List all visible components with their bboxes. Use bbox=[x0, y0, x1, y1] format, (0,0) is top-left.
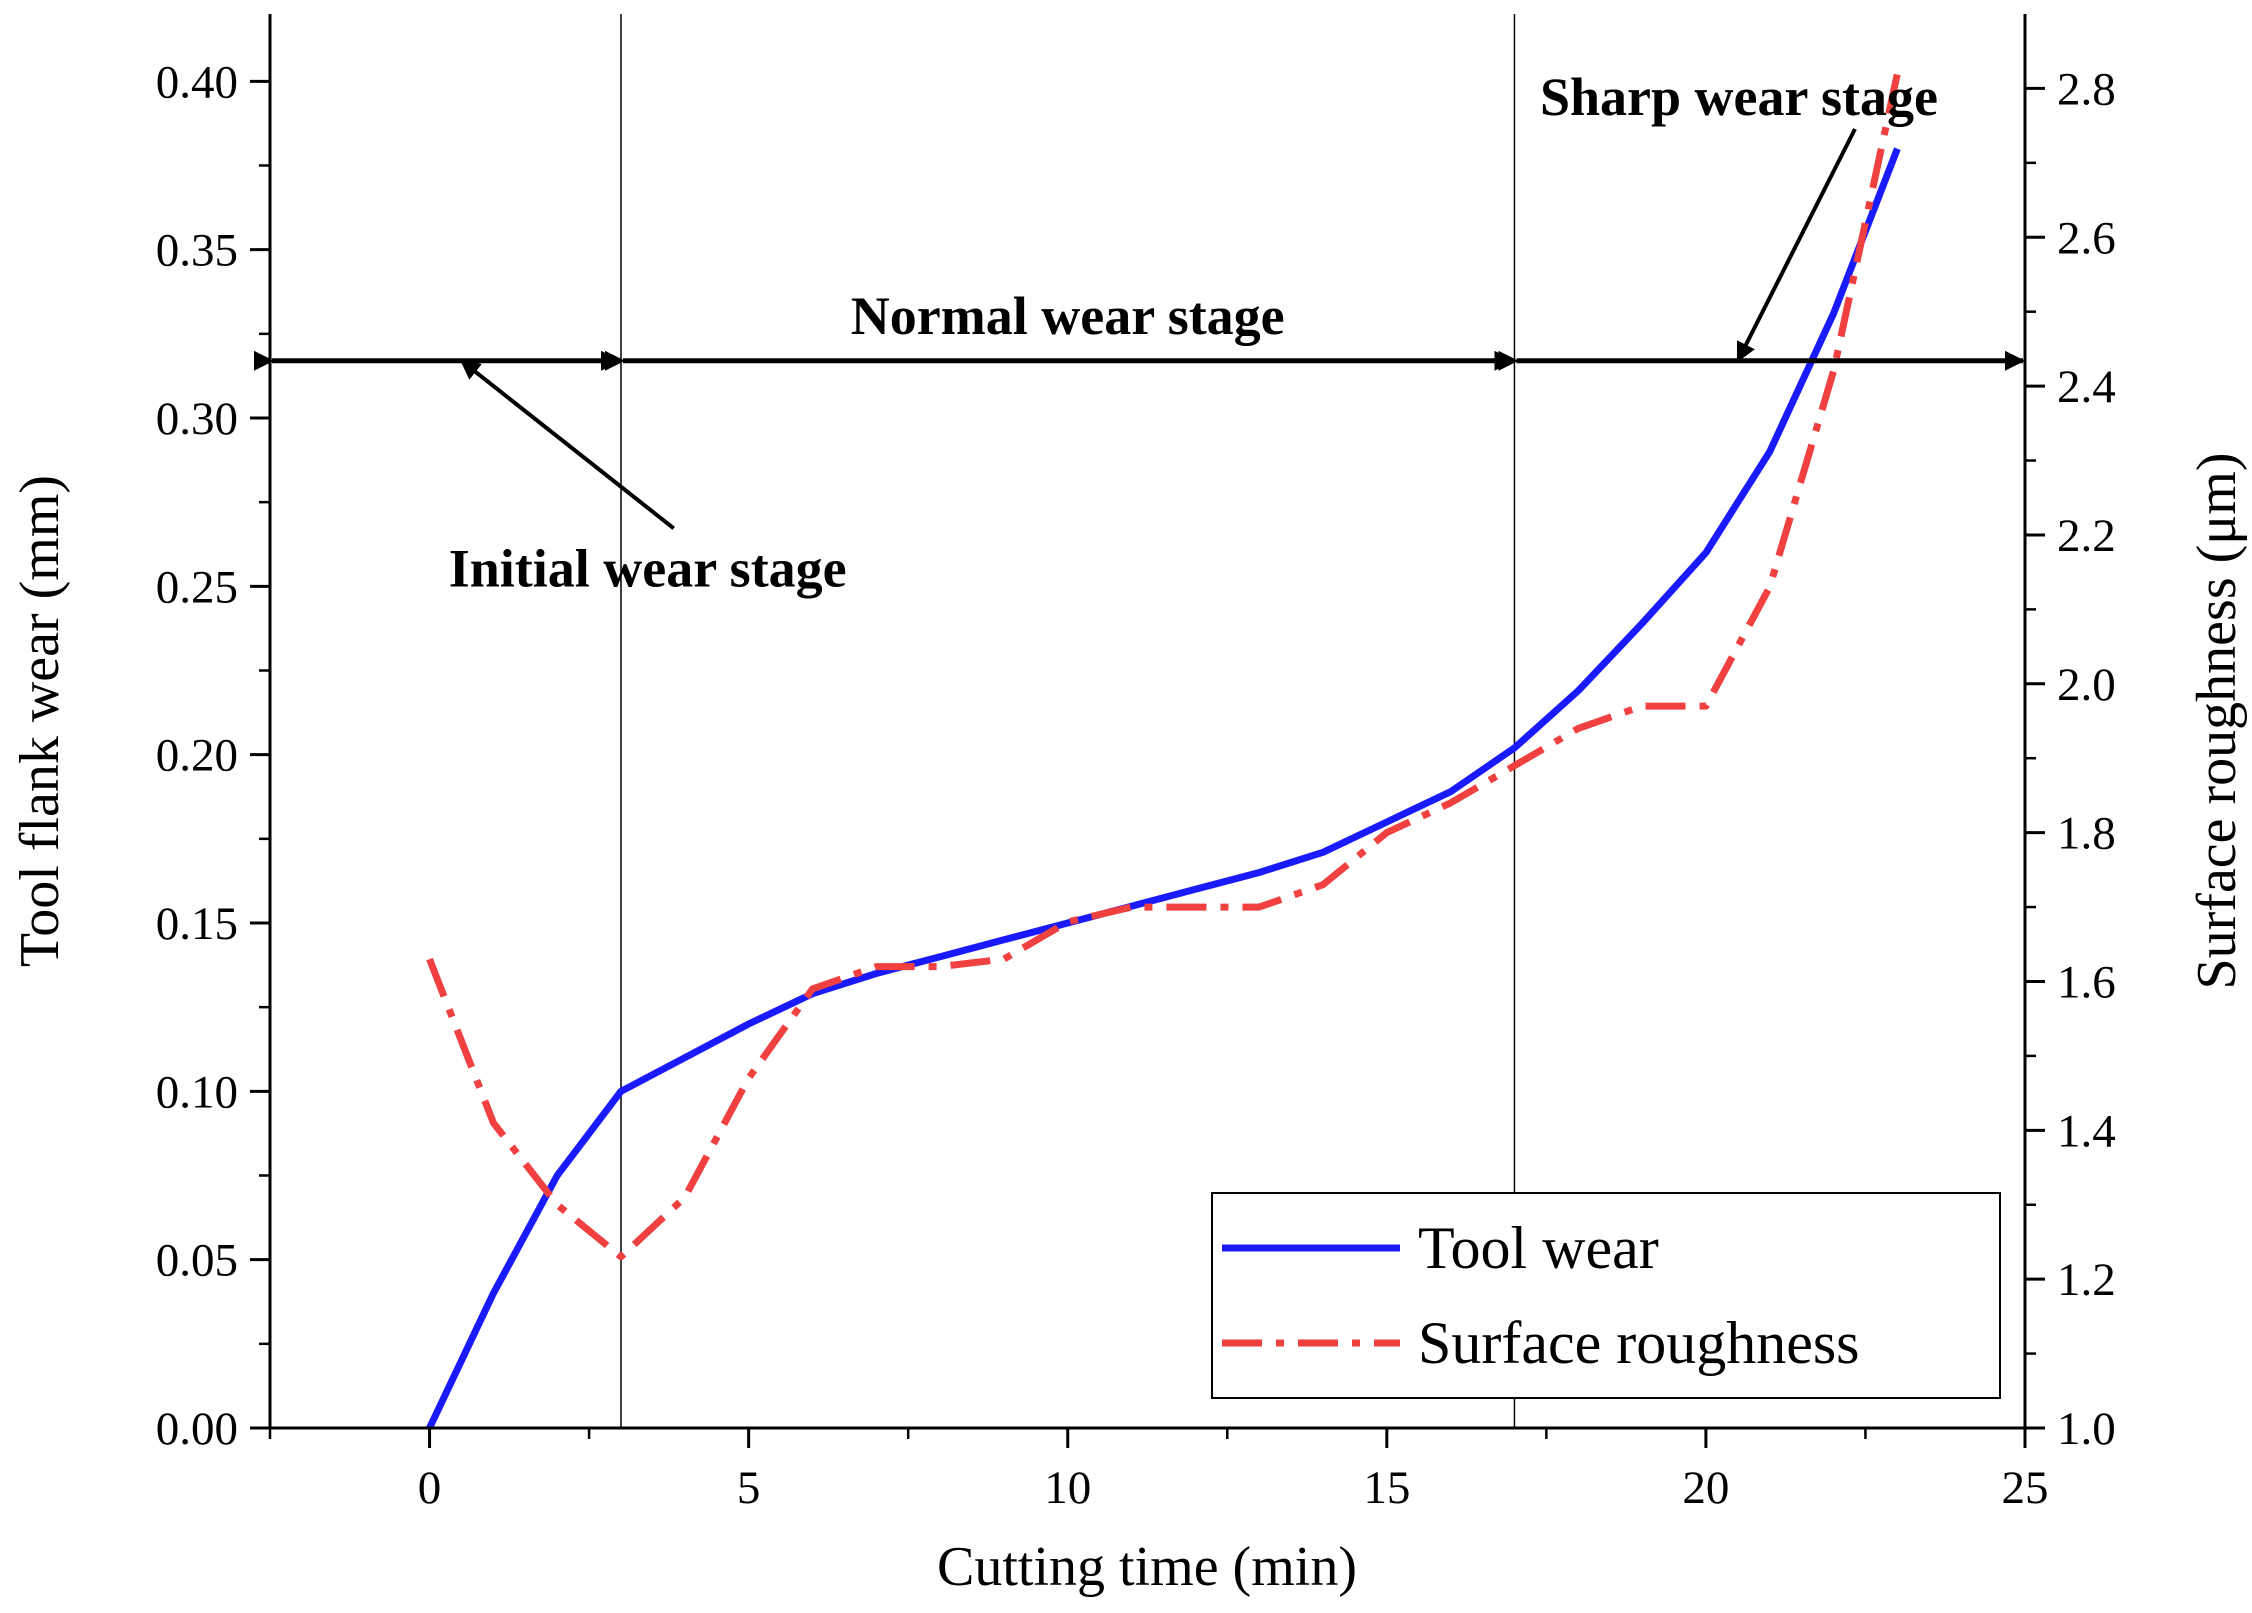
y-tick-label: 0.10 bbox=[156, 1066, 238, 1118]
stage-label-sharp: Sharp wear stage bbox=[1540, 67, 1938, 127]
stage-label-initial: Initial wear stage bbox=[449, 538, 847, 598]
x-tick-label: 20 bbox=[1682, 1462, 1729, 1514]
y-tick-label: 0.25 bbox=[156, 561, 238, 613]
y2-tick-label: 2.4 bbox=[2057, 361, 2116, 413]
y-tick-label: 0.05 bbox=[156, 1235, 238, 1287]
x-tick-label: 25 bbox=[2002, 1462, 2049, 1514]
x-tick-label: 5 bbox=[737, 1462, 761, 1514]
y2-tick-label: 1.2 bbox=[2057, 1254, 2116, 1306]
x-tick-label: 15 bbox=[1363, 1462, 1410, 1514]
y-tick-label: 0.35 bbox=[156, 225, 238, 277]
legend: Tool wear Surface roughness bbox=[1211, 1192, 2001, 1399]
y2-tick-label: 2.2 bbox=[2057, 510, 2116, 562]
y2-tick-label: 2.8 bbox=[2057, 63, 2116, 115]
y-tick-label: 0.30 bbox=[156, 393, 238, 445]
tool-wear-line bbox=[426, 147, 1901, 1430]
x-tick-label: 0 bbox=[418, 1462, 442, 1514]
annotations: Initial wear stage Normal wear stage Sharp… bbox=[449, 67, 1938, 598]
x-tick-label: 10 bbox=[1044, 1462, 1091, 1514]
y2-tick-label: 1.4 bbox=[2057, 1105, 2116, 1157]
y2-tick-label: 1.8 bbox=[2057, 808, 2116, 860]
legend-label-tool-wear: Tool wear bbox=[1418, 1215, 1659, 1281]
y2-tick-label: 1.6 bbox=[2057, 956, 2116, 1008]
series-group bbox=[426, 72, 1901, 1430]
y-tick-label: 0.00 bbox=[156, 1403, 238, 1455]
surface-roughness-line bbox=[426, 72, 1901, 1261]
legend-label-surface-roughness: Surface roughness bbox=[1418, 1310, 1860, 1376]
x-ticks: 0 5 10 15 20 25 bbox=[268, 1428, 2049, 1514]
y2-tick-label: 2.6 bbox=[2057, 212, 2116, 264]
y-tick-label: 0.40 bbox=[156, 56, 238, 108]
x-axis-title: Cutting time (min) bbox=[937, 1536, 1357, 1598]
y-tick-label: 0.15 bbox=[156, 898, 238, 950]
y-tick-label: 0.20 bbox=[156, 730, 238, 782]
legend-box bbox=[1211, 1192, 2001, 1399]
y2-axis-title: Surface roughness (μm) bbox=[2186, 453, 2248, 990]
stage-pointer-arrow-sharp bbox=[1736, 128, 1857, 363]
stage-label-normal: Normal wear stage bbox=[851, 286, 1285, 346]
y2-tick-label: 2.0 bbox=[2057, 659, 2116, 711]
y2-tick-label: 1.0 bbox=[2057, 1403, 2116, 1455]
y-axis-title: Tool flank wear (mm) bbox=[9, 475, 71, 967]
stage-pointer-arrow-initial bbox=[459, 359, 675, 530]
y-ticks: 0.00 0.05 0.10 0.15 0.20 0.25 0.30 0.35 0.40 bbox=[156, 56, 270, 1455]
y2-ticks: 1.0 1.2 1.4 1.6 1.8 2.0 2.2 2.4 2.6 2.8 bbox=[2025, 63, 2116, 1455]
